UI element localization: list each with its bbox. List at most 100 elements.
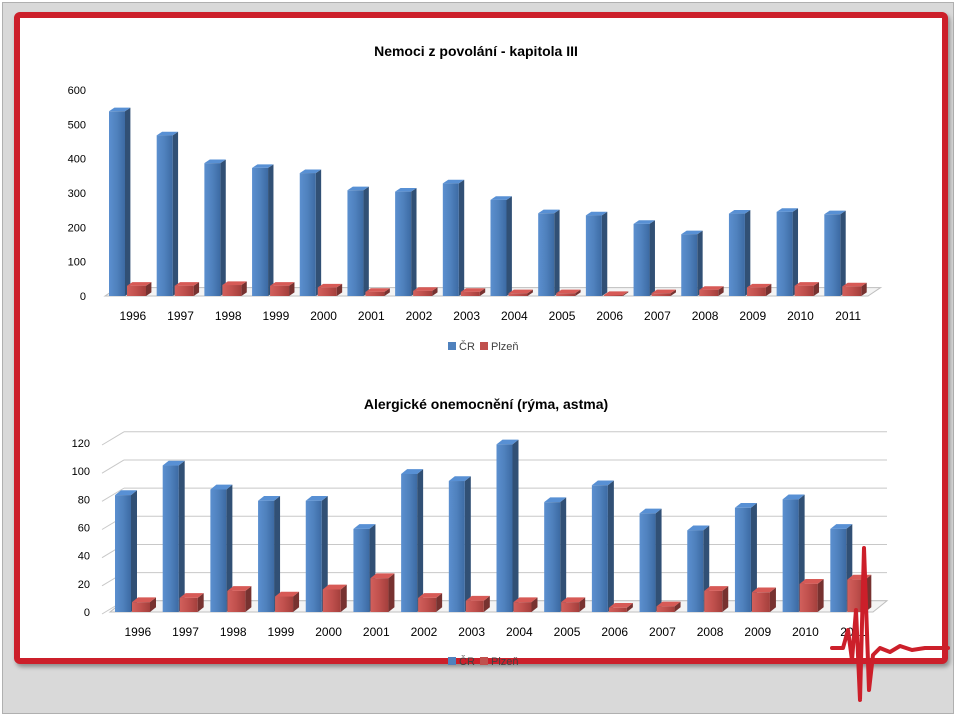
bar-top — [210, 484, 233, 490]
bar-top — [544, 497, 567, 503]
bar-side — [792, 208, 799, 296]
x-tick-label: 2001 — [363, 625, 390, 639]
x-tick-label: 2005 — [549, 309, 576, 323]
bar-plzen — [460, 288, 486, 296]
bar-front — [782, 499, 799, 612]
bar-side — [769, 587, 776, 612]
bar-top — [156, 131, 179, 136]
bar-plzen — [561, 597, 586, 612]
bar-front — [109, 111, 125, 296]
bar-cr — [538, 209, 560, 296]
bar-front — [681, 234, 698, 296]
y-tick-label: 0 — [84, 607, 90, 619]
bar-top — [252, 164, 274, 168]
bar-front — [210, 489, 227, 612]
bar-plzen — [794, 282, 820, 296]
y-tick-label: 80 — [78, 494, 90, 506]
bar-plzen — [699, 286, 724, 296]
bar-top — [681, 230, 703, 235]
bar-side — [744, 210, 751, 296]
bar-top — [347, 186, 369, 191]
bar-top — [591, 480, 614, 486]
bar-top — [656, 601, 681, 607]
bar-front — [687, 530, 704, 612]
y-tick-label: 20 — [78, 579, 90, 591]
bar-cr — [258, 495, 281, 612]
bar-cr — [776, 208, 799, 296]
bar-top — [162, 460, 185, 466]
bar-cr — [299, 169, 322, 296]
bar-side — [670, 289, 676, 296]
y-tick-label: 120 — [72, 438, 90, 450]
y-tick-label: 40 — [78, 551, 90, 563]
bar-front — [842, 286, 862, 296]
x-tick-label: 2008 — [697, 625, 724, 639]
bar-front — [370, 578, 389, 612]
legend-swatch-cr — [448, 657, 456, 665]
bar-side — [363, 186, 369, 296]
bar-side — [245, 586, 252, 612]
bar-front — [830, 528, 847, 612]
bar-top — [465, 595, 490, 601]
bar-front — [174, 285, 194, 296]
bar-top — [460, 288, 486, 292]
bar-cr — [252, 164, 274, 296]
bar-top — [746, 283, 772, 288]
y-tick-label: 100 — [72, 466, 90, 478]
bar-plzen — [656, 601, 681, 612]
bar-cr — [448, 476, 471, 612]
gridline — [101, 487, 125, 502]
bar-plzen — [751, 587, 776, 612]
bar-cr — [109, 107, 131, 296]
bar-top — [830, 524, 853, 529]
bar-front — [608, 607, 627, 612]
bar-top — [222, 281, 247, 286]
bar-top — [132, 597, 156, 603]
bar-cr — [496, 439, 519, 612]
bar-plzen — [704, 586, 729, 612]
bar-cr — [585, 211, 608, 296]
x-tick-label: 2001 — [358, 309, 385, 323]
bar-side — [384, 288, 390, 296]
bar-plzen — [651, 289, 676, 296]
bar-front — [734, 507, 751, 612]
bar-top — [508, 289, 533, 294]
x-tick-label: 2002 — [406, 309, 433, 323]
bar-front — [585, 215, 602, 296]
bar-top — [204, 159, 226, 164]
bar-plzen — [132, 597, 156, 612]
bar-side — [626, 602, 633, 612]
bar-front — [751, 592, 770, 612]
chart-legend: ČR Plzeň — [448, 340, 519, 353]
x-tick-label: 2004 — [501, 309, 528, 323]
bar-front — [156, 135, 173, 296]
x-tick-label: 2004 — [506, 625, 533, 639]
bar-front — [305, 500, 322, 612]
x-tick-label: 1997 — [167, 309, 194, 323]
bar-top — [782, 494, 805, 500]
bar-front — [299, 173, 316, 296]
bar-top — [179, 593, 204, 598]
bar-cr — [115, 490, 137, 612]
x-tick-label: 1996 — [119, 309, 146, 323]
bar-front — [270, 285, 290, 296]
bar-side — [722, 586, 729, 612]
bar-front — [347, 190, 364, 296]
bar-top — [687, 525, 710, 531]
bar-side — [840, 210, 846, 296]
bar-front — [603, 294, 623, 296]
bar-plzen — [365, 288, 390, 296]
x-tick-label: 2003 — [453, 309, 480, 323]
bar-front — [728, 213, 745, 296]
bar-plzen — [465, 595, 490, 612]
bar-front — [204, 163, 221, 296]
bar-side — [172, 131, 179, 296]
bar-front — [252, 167, 269, 296]
bar-plzen — [322, 584, 347, 612]
bar-front — [460, 291, 480, 296]
bar-cr — [681, 230, 703, 296]
bar-side — [512, 439, 519, 612]
bar-side — [697, 230, 703, 296]
bar-plzen — [317, 283, 343, 296]
